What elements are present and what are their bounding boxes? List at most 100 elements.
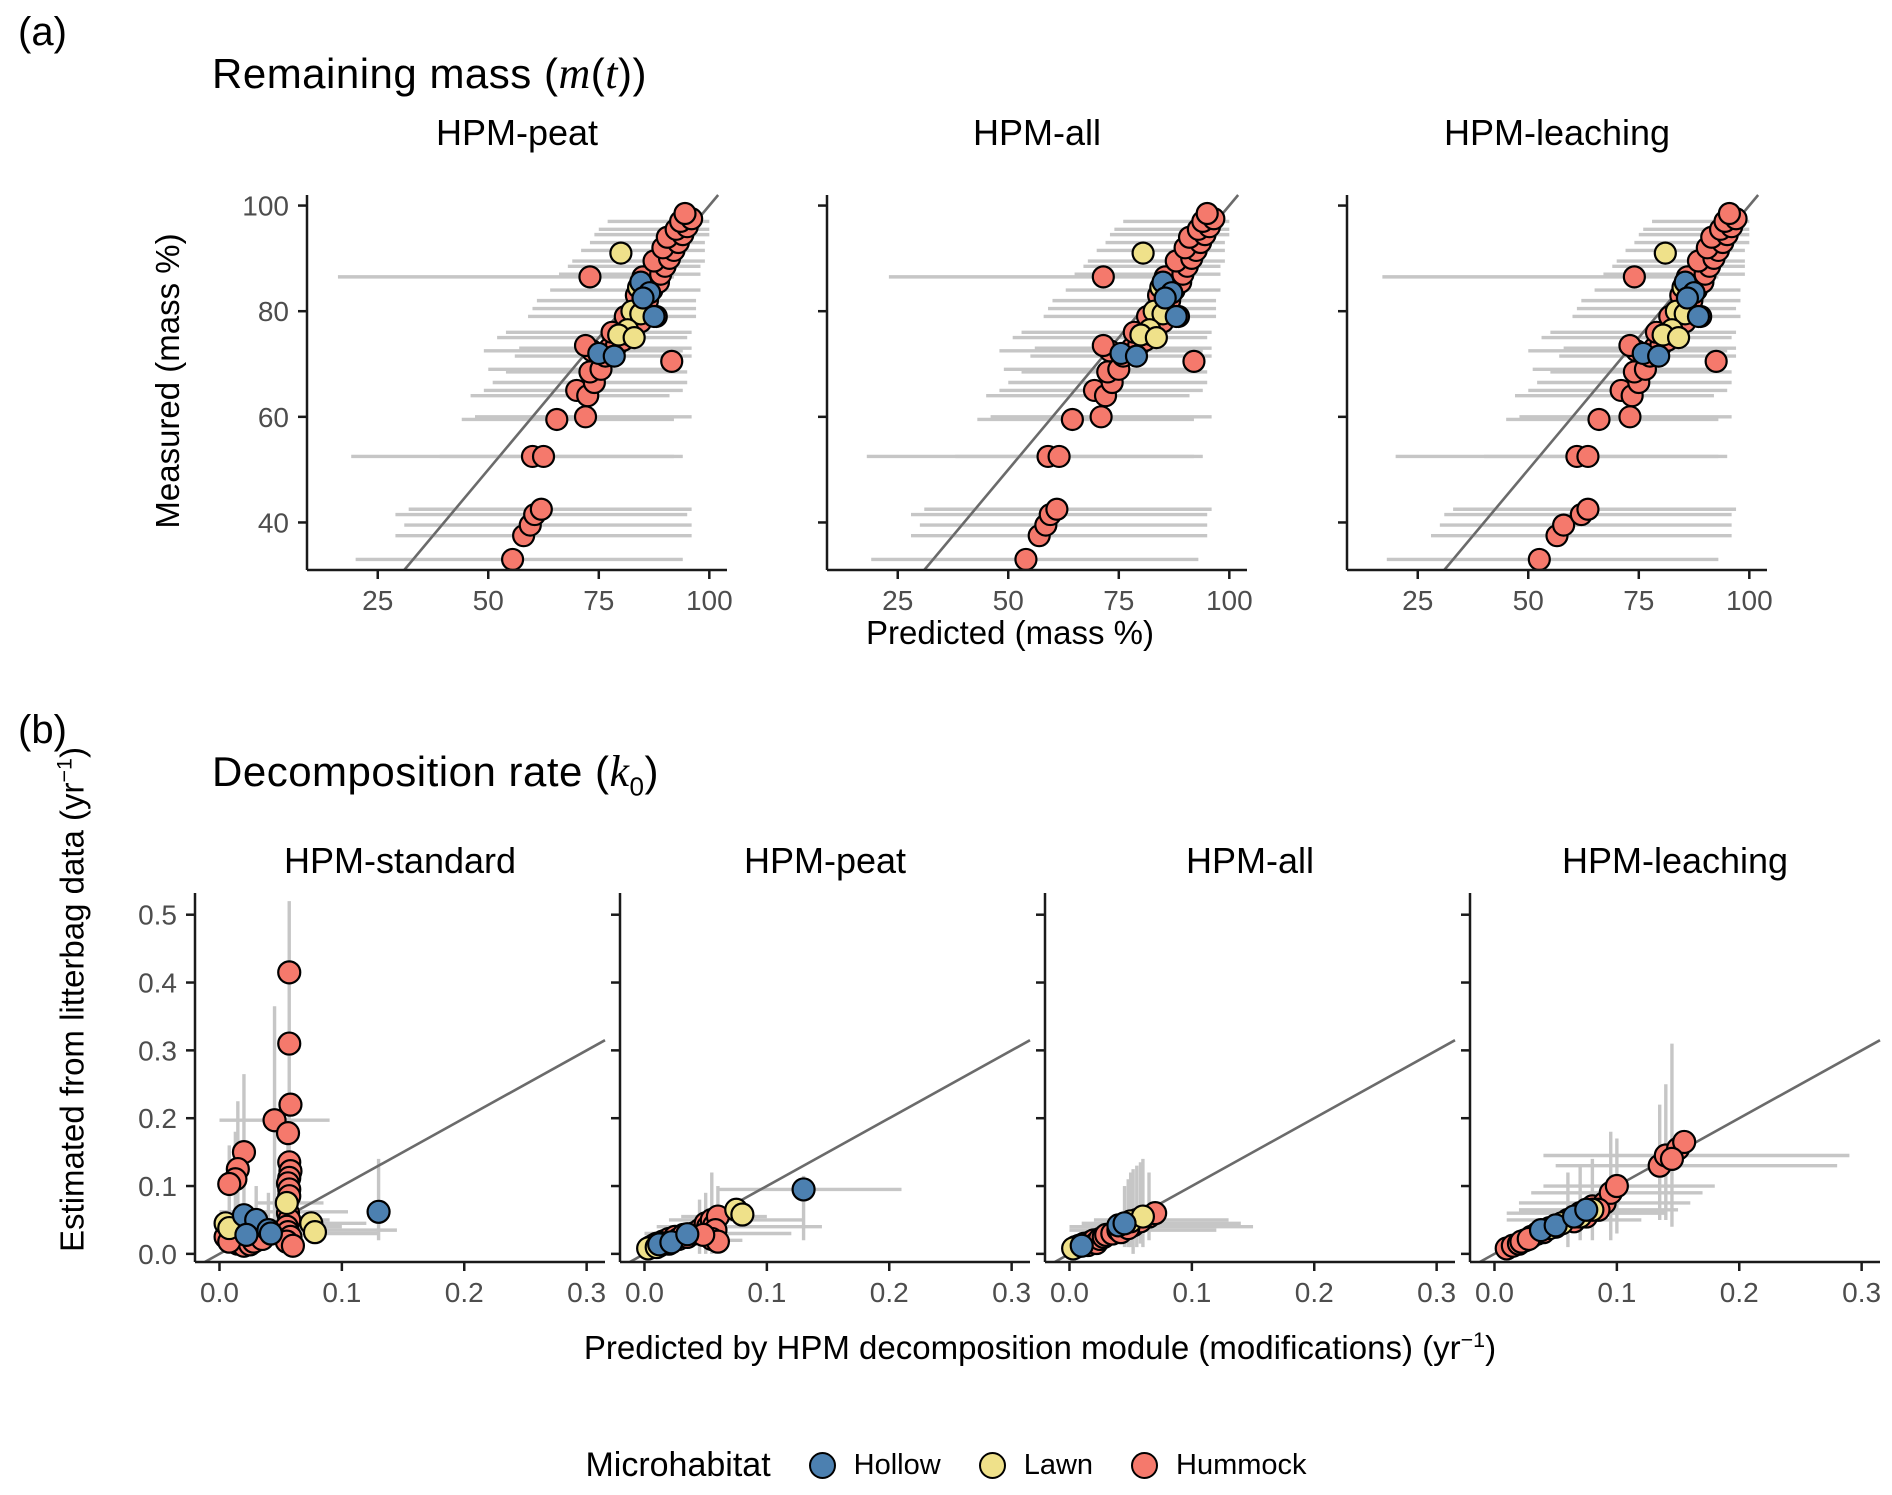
- x-tick-label: 25: [1402, 585, 1433, 616]
- y-tick-label: 80: [258, 296, 289, 327]
- facet-title-b-hpm-peat: HPM-peat: [743, 840, 907, 881]
- data-point-hummock: [529, 497, 553, 521]
- data-point-hummock: [1604, 1173, 1629, 1199]
- data-point-hollow: [1164, 304, 1188, 329]
- data-point-lawn: [1653, 241, 1677, 265]
- data-point-lawn: [1144, 326, 1168, 350]
- data-point-hummock: [545, 407, 569, 432]
- x-tick-label: 100: [686, 585, 733, 616]
- panel-b-x-title-sup: −1: [1460, 1328, 1486, 1352]
- y-tick-label: 40: [258, 507, 289, 538]
- data-point-hollow: [258, 1221, 283, 1246]
- data-point-hollow: [1153, 286, 1177, 310]
- x-tick-label: 0.0: [200, 1277, 239, 1308]
- legend: Microhabitat Hollow Lawn Hummock: [0, 1438, 1892, 1492]
- panel-b-title-var-k: k: [609, 747, 630, 796]
- legend-label-hollow: Hollow: [853, 1448, 941, 1481]
- facet-title-a-hpm-all: HPM-all: [972, 112, 1101, 153]
- panel-b-y-title-pre: Estimated from litterbag data (yr: [53, 782, 91, 1252]
- x-tick-label: 0.2: [870, 1277, 909, 1308]
- x-tick-label: 0.1: [1172, 1277, 1211, 1308]
- data-point-lawn: [730, 1202, 755, 1227]
- panel-b-x-title-post: ): [1485, 1329, 1497, 1366]
- facet-title-b-hpm-leaching: HPM-leaching: [1561, 840, 1789, 881]
- x-tick-label: 0.3: [1417, 1277, 1456, 1308]
- x-tick-label: 75: [1623, 585, 1654, 616]
- facet-plot-hpm-all: 0.0 0.1 0.2 0.3: [1036, 893, 1456, 1308]
- facet-plot-hpm-peat: 25 50 75 100 40 60 80 100: [242, 191, 732, 616]
- facet-title-b-hpm-standard: HPM-standard: [283, 840, 517, 881]
- y-tick-label: 0.5: [138, 900, 177, 931]
- legend-item-lawn: Lawn: [978, 1449, 1093, 1482]
- data-point-hollow: [675, 1222, 700, 1247]
- data-point-hummock: [1576, 497, 1600, 521]
- legend-title: Microhabitat: [585, 1445, 771, 1484]
- data-point-hummock: [1717, 201, 1742, 226]
- data-point-hummock: [1576, 444, 1600, 469]
- x-tick-label: 0.2: [445, 1277, 484, 1308]
- data-point-hummock: [1587, 407, 1611, 432]
- x-tick-label: 0.0: [1050, 1277, 1089, 1308]
- y-tick-label: 60: [258, 402, 289, 433]
- panel-a-title-var-m: m: [558, 49, 591, 98]
- x-tick-label: 0.2: [1720, 1277, 1759, 1308]
- x-tick-label: 50: [993, 585, 1024, 616]
- x-tick-label: 0.1: [322, 1277, 361, 1308]
- y-tick-label: 0.3: [138, 1035, 177, 1066]
- facet-plot-hpm-leaching: 0.0 0.1 0.2 0.3: [1461, 893, 1881, 1308]
- data-point-hollow: [1069, 1233, 1094, 1258]
- y-tick-label: 0.2: [138, 1103, 177, 1134]
- data-point-hummock: [1195, 201, 1219, 226]
- data-point-hummock: [275, 1121, 301, 1146]
- panel-b-title: Decomposition rate (k0): [212, 746, 659, 802]
- panel-a-title-var-t: t: [605, 49, 618, 98]
- panel-b-y-axis-title: Estimated from litterbag data (yr−1): [53, 700, 92, 1300]
- data-point-hollow: [1647, 344, 1671, 368]
- legend-item-hummock: Hummock: [1131, 1449, 1307, 1482]
- x-tick-label: 0.1: [747, 1277, 786, 1308]
- panel-b-y-title-sup: −1: [52, 758, 77, 783]
- data-point-hummock: [1045, 497, 1069, 521]
- x-tick-label: 0.3: [992, 1277, 1031, 1308]
- x-tick-label: 100: [1726, 585, 1773, 616]
- data-point-lawn: [274, 1190, 299, 1216]
- data-point-hummock: [278, 1092, 303, 1117]
- panel-a-y-axis-title: Measured (mass %): [149, 233, 186, 529]
- hummock-point-icon: [1131, 1451, 1159, 1479]
- panel-b-x-axis-title: Predicted by HPM decomposition module (m…: [300, 1328, 1780, 1367]
- facet-title-a-hpm-leaching: HPM-leaching: [1443, 112, 1671, 153]
- panel-a-letter: (a): [18, 10, 67, 54]
- data-point-lawn: [1131, 241, 1155, 265]
- hollow-point-icon: [808, 1451, 836, 1479]
- lawn-point-icon: [978, 1451, 1006, 1479]
- data-point-lawn: [302, 1220, 328, 1245]
- x-tick-label: 0.0: [625, 1277, 664, 1308]
- panel-a-title: Remaining mass (m(t)): [212, 48, 647, 99]
- data-point-hummock: [1091, 265, 1115, 289]
- y-tick-label: 0.4: [138, 968, 177, 999]
- data-point-hummock: [578, 265, 602, 289]
- panel-b-x-title-pre: Predicted by HPM decomposition module (m…: [583, 1329, 1461, 1366]
- data-point-hummock: [1622, 265, 1646, 289]
- facet-plot-hpm-standard: 0.0 0.1 0.2 0.3 0.0 0.1 0.2 0.3 0.4 0.5: [138, 893, 606, 1308]
- data-point-hummock: [573, 405, 598, 429]
- data-point-hummock: [531, 444, 556, 469]
- x-tick-label: 75: [583, 585, 614, 616]
- data-point-lawn: [609, 241, 633, 265]
- data-point-hummock: [660, 349, 684, 373]
- data-point-hummock: [1704, 349, 1728, 373]
- x-tick-label: 75: [1103, 585, 1134, 616]
- panel-a-title-mid: (: [590, 50, 606, 97]
- data-point-hollow: [602, 344, 626, 368]
- legend-label-hummock: Hummock: [1176, 1448, 1307, 1481]
- x-tick-label: 0.0: [1475, 1277, 1514, 1308]
- data-point-hollow: [791, 1177, 816, 1202]
- data-point-hollow: [1675, 286, 1700, 310]
- data-point-hummock: [673, 201, 697, 226]
- data-point-hummock: [1182, 349, 1206, 373]
- panel-b-y-title-post: ): [53, 747, 91, 759]
- data-point-hummock: [1014, 547, 1038, 572]
- data-point-hummock: [1618, 405, 1642, 429]
- x-tick-label: 50: [473, 585, 504, 616]
